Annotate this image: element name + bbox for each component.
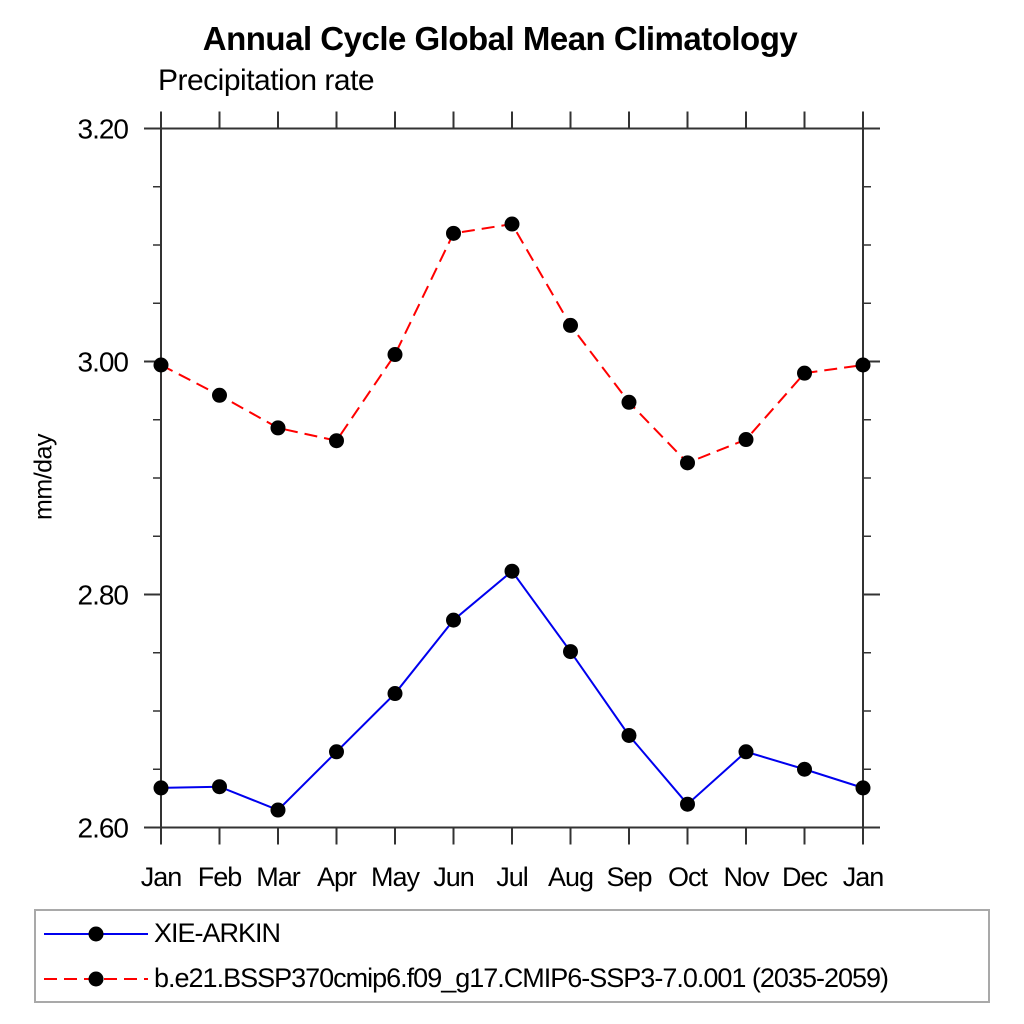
data-point-marker [563, 644, 578, 660]
data-point-marker [680, 796, 695, 812]
data-point-marker [621, 394, 637, 410]
y-tick-label: 2.60 [78, 813, 129, 844]
x-tick-label: Mar [256, 862, 301, 892]
x-tick-label: Sep [606, 862, 651, 892]
data-point-marker [212, 387, 227, 403]
legend-line-solid-sample [44, 926, 148, 941]
x-tick-label: Nov [723, 862, 770, 892]
data-point-marker [504, 563, 520, 579]
data-point-marker [329, 744, 344, 760]
x-tick-label: Feb [198, 862, 242, 892]
legend-row-model: b.e21.BSSP370cmip6.f09_g17.CMIP6-SSP3-7.… [36, 956, 988, 1001]
data-point-marker [855, 357, 871, 373]
data-point-marker [680, 455, 695, 471]
legend-label-xie-arkin: XIE-ARKIN [154, 918, 281, 948]
y-tick-label: 3.00 [78, 347, 129, 378]
x-tick-label: Jun [433, 862, 474, 892]
y-tick-label: 3.20 [78, 114, 129, 145]
data-point-marker [153, 357, 169, 373]
legend-line-dashed-sample [44, 971, 148, 986]
data-point-marker [738, 744, 754, 760]
data-point-marker [504, 216, 520, 232]
data-point-marker [446, 225, 461, 241]
data-point-marker [270, 420, 286, 436]
x-tick-label: Jan [141, 862, 182, 892]
legend-box: XIE-ARKIN b.e21.BSSP370cmip6.f09_g17.CMI… [34, 909, 990, 1003]
series-line [160, 569, 864, 812]
data-point-marker [797, 365, 812, 381]
data-point-marker [738, 432, 754, 448]
plot-frame [160, 127, 864, 829]
x-tick-label: Dec [782, 862, 828, 892]
data-point-marker [387, 347, 403, 363]
x-tick-label: Jul [496, 862, 528, 892]
data-point-marker [270, 802, 286, 818]
data-point-marker [446, 612, 461, 628]
chart-title: Annual Cycle Global Mean Climatology [202, 20, 798, 57]
data-point-marker [621, 727, 637, 743]
data-point-marker [329, 433, 344, 449]
data-point-marker [855, 780, 871, 796]
series-line [160, 222, 864, 465]
x-tick-label: May [371, 862, 421, 892]
y-tick-label: 2.80 [78, 580, 129, 611]
legend-label-model: b.e21.BSSP370cmip6.f09_g17.CMIP6-SSP3-7.… [154, 963, 889, 993]
data-point-marker [153, 780, 169, 796]
x-tick-label: Jan [843, 862, 884, 892]
x-tick-label: Oct [668, 862, 709, 892]
data-point-marker [212, 779, 227, 795]
legend-row-xie-arkin: XIE-ARKIN [36, 911, 988, 956]
data-point-marker [387, 686, 403, 702]
x-tick-label: Aug [548, 862, 593, 892]
x-tick-label: Apr [317, 862, 357, 892]
chart-subtitle: Precipitation rate [158, 64, 375, 97]
data-point-marker [563, 317, 578, 333]
data-point-marker [797, 761, 812, 777]
